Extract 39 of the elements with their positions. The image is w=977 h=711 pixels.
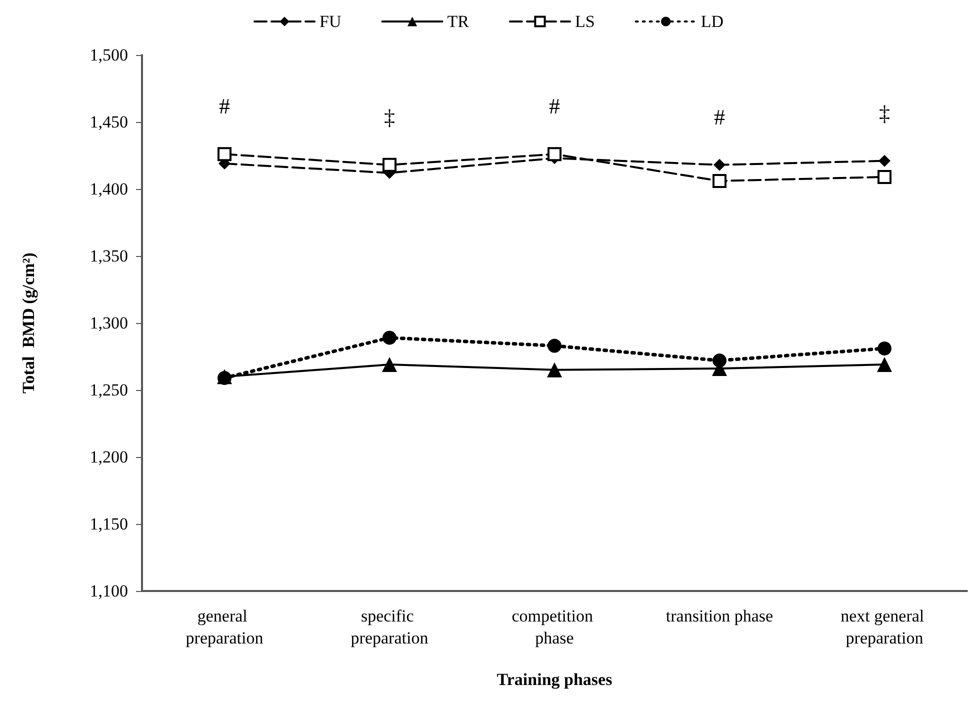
y-tick-label: 1,450 <box>90 112 128 132</box>
y-axis-title: Total BMD (g/cm²) <box>19 252 38 394</box>
legend-label: LS <box>574 12 595 31</box>
point <box>547 362 562 378</box>
x-tick-label: specific preparation <box>350 606 429 648</box>
legend-label: LD <box>700 12 724 31</box>
point <box>877 357 892 372</box>
y-tick-label: 1,100 <box>90 582 128 600</box>
point <box>712 354 726 368</box>
point <box>382 330 396 345</box>
point <box>712 174 726 188</box>
annotation: ‡ <box>879 100 890 126</box>
x-axis-title: Training phases <box>496 670 613 689</box>
point <box>878 341 892 356</box>
point <box>878 154 890 167</box>
point <box>218 147 232 162</box>
y-tick-label: 1,500 <box>90 46 128 64</box>
y-tick-label: 1,150 <box>90 514 128 534</box>
y-tick-label: 1,300 <box>90 314 128 332</box>
annotation: # <box>549 94 560 119</box>
point <box>382 158 396 172</box>
legend-label: TR <box>447 12 470 31</box>
point <box>548 338 562 353</box>
legend-label: FU <box>320 12 342 31</box>
annotation: # <box>714 104 725 130</box>
point <box>878 170 892 184</box>
x-tick-label: competition phase <box>512 606 598 648</box>
annotation: ‡ <box>384 104 395 130</box>
point <box>714 158 726 171</box>
y-tick-label: 1,350 <box>90 246 128 266</box>
y-tick-label: 1,200 <box>90 448 128 466</box>
point <box>382 357 397 372</box>
x-tick-label: next general preparation <box>840 606 928 648</box>
y-tick-label: 1,250 <box>90 380 128 400</box>
x-tick-label: transition phase <box>666 606 774 626</box>
annotation: # <box>219 94 230 119</box>
y-tick-label: 1,400 <box>90 180 128 198</box>
point <box>548 147 562 162</box>
x-tick-label: general preparation <box>186 606 264 648</box>
